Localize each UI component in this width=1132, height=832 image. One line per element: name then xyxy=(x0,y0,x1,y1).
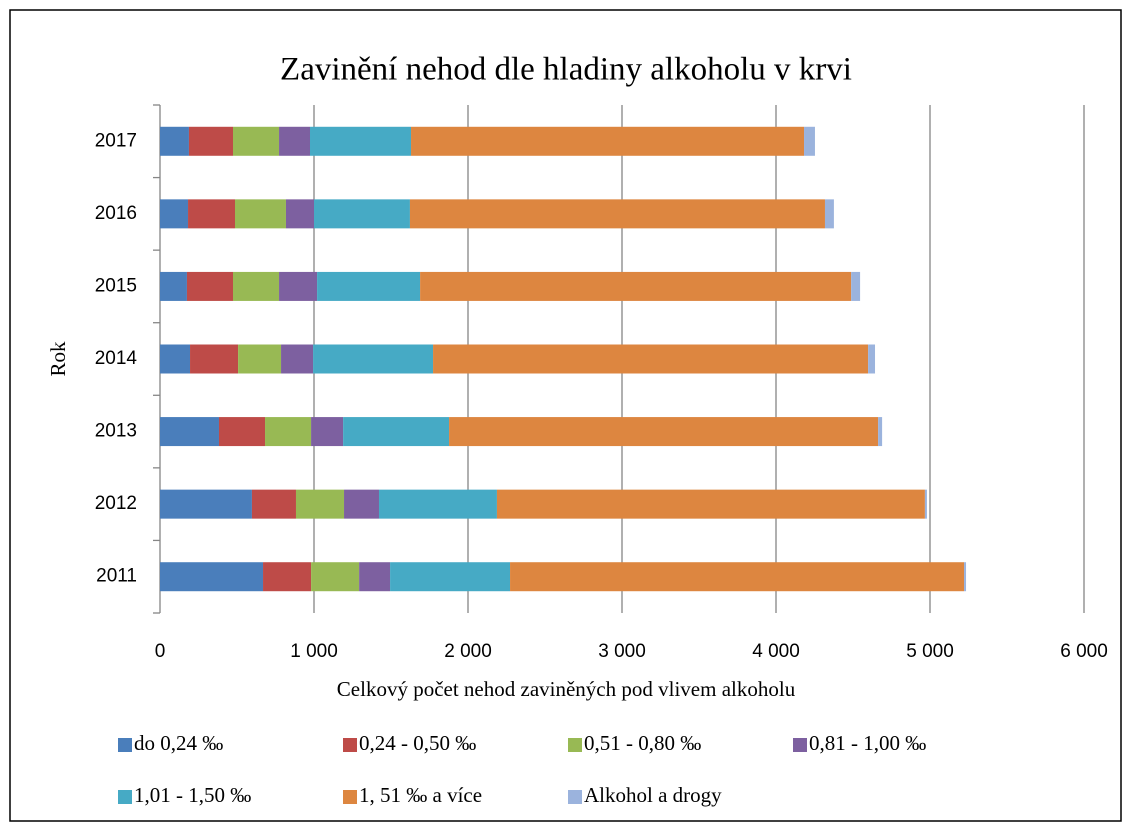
bar-segment xyxy=(313,344,434,374)
bar-segment xyxy=(263,562,312,592)
chart-title: Zavinění nehod dle hladiny alkoholu v kr… xyxy=(280,52,852,88)
bar-segment xyxy=(311,562,360,592)
legend-label: 1, 51 ‰ a více xyxy=(359,783,482,807)
legend-swatch xyxy=(118,738,132,752)
bar-segment xyxy=(188,126,233,156)
bar-segment xyxy=(411,126,805,156)
bar-segment xyxy=(265,417,312,447)
bar-segment xyxy=(420,271,852,301)
bar-segment xyxy=(344,489,379,519)
bar-segment xyxy=(510,562,965,592)
legend-label: 0,24 - 0,50 ‰ xyxy=(359,731,476,755)
bar-segment xyxy=(804,126,815,156)
legend-label: Alkohol a drogy xyxy=(584,783,722,807)
bar-segment xyxy=(160,417,219,447)
bar-segment xyxy=(359,562,391,592)
x-tick-label: 5 000 xyxy=(906,641,954,662)
legend-label: do 0,24 ‰ xyxy=(134,731,223,755)
legend-swatch xyxy=(568,790,582,804)
x-axis-title: Celkový počet nehod zaviněných pod vlive… xyxy=(337,677,796,701)
bar-segment xyxy=(234,199,286,229)
legend-swatch xyxy=(343,738,357,752)
y-tick-label: 2014 xyxy=(95,348,138,369)
bar-segment xyxy=(232,271,280,301)
bar-segment xyxy=(160,562,264,592)
bar-segment xyxy=(251,489,296,519)
bar-segment xyxy=(285,199,314,229)
bar-segment xyxy=(281,344,314,374)
y-tick-label: 2015 xyxy=(95,275,137,296)
bar-segment xyxy=(311,417,344,447)
y-tick-label: 2013 xyxy=(95,421,137,442)
bar-segment xyxy=(449,417,879,447)
y-tick-label: 2016 xyxy=(95,203,137,224)
bar-segment xyxy=(924,489,927,519)
bar-segment xyxy=(160,489,252,519)
bar-segment xyxy=(409,199,825,229)
legend-swatch xyxy=(118,790,132,804)
bar-segment xyxy=(314,199,410,229)
bar-segment xyxy=(160,271,187,301)
bar-segment xyxy=(390,562,511,592)
y-tick-label: 2011 xyxy=(96,566,137,587)
legend-swatch xyxy=(568,738,582,752)
bar-segment xyxy=(496,489,925,519)
bar-segment xyxy=(160,344,191,374)
legend-label: 0,81 - 1,00 ‰ xyxy=(809,731,926,755)
legend-label: 1,01 - 1,50 ‰ xyxy=(134,783,251,807)
bar-segment xyxy=(343,417,450,447)
bar-segment xyxy=(378,489,497,519)
bar-segment xyxy=(238,344,282,374)
legend-swatch xyxy=(343,790,357,804)
x-tick-label: 6 000 xyxy=(1060,641,1108,662)
bar-segment xyxy=(824,199,834,229)
bar-segment xyxy=(188,199,235,229)
bar-segment xyxy=(160,199,189,229)
bar-segment xyxy=(279,126,310,156)
x-tick-label: 4 000 xyxy=(752,641,800,662)
bar-segment xyxy=(851,271,861,301)
bar-segment xyxy=(160,126,189,156)
bar-segment xyxy=(279,271,318,301)
bar-segment xyxy=(186,271,233,301)
y-tick-label: 2012 xyxy=(95,493,137,514)
bar-segment xyxy=(218,417,266,447)
bar-segment xyxy=(232,126,280,156)
x-tick-label: 0 xyxy=(155,641,166,662)
bar-segment xyxy=(190,344,239,374)
x-tick-label: 3 000 xyxy=(598,641,646,662)
bar-segment xyxy=(295,489,345,519)
x-tick-label: 1 000 xyxy=(290,641,338,662)
legend-label: 0,51 - 0,80 ‰ xyxy=(584,731,701,755)
y-tick-label: 2017 xyxy=(95,130,137,151)
bar-segment xyxy=(433,344,869,374)
y-axis-title: Rok xyxy=(46,341,70,377)
legend-swatch xyxy=(793,738,807,752)
bar-segment xyxy=(878,417,883,447)
bar-segment xyxy=(317,271,421,301)
x-tick-label: 2 000 xyxy=(444,641,492,662)
bar-segment xyxy=(964,562,967,592)
bar-segment xyxy=(309,126,412,156)
bar-segment xyxy=(868,344,876,374)
